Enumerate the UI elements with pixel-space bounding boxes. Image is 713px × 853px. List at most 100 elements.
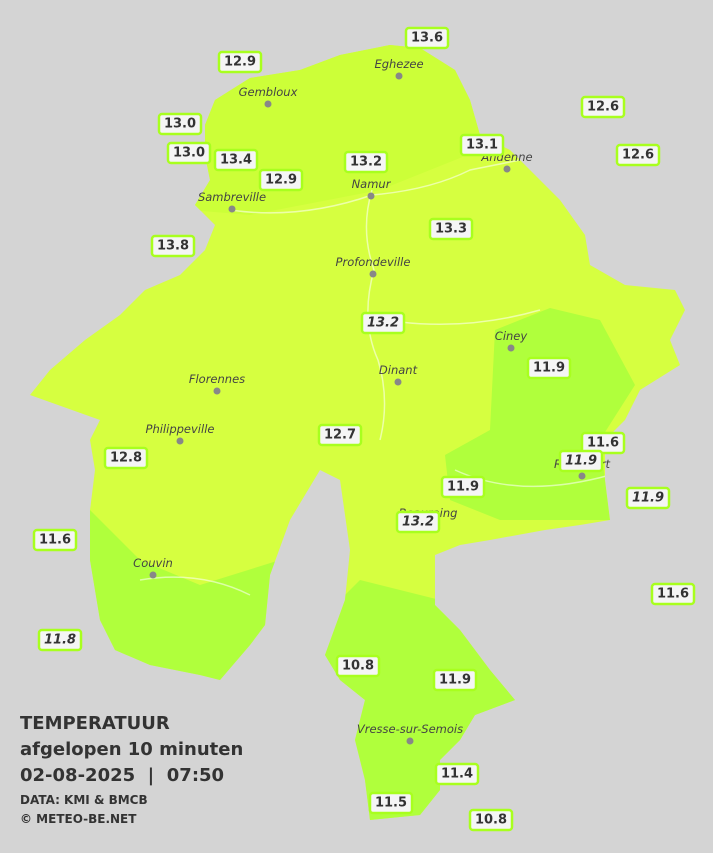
legend-subtitle: afgelopen 10 minuten: [20, 739, 243, 760]
station: 13.8: [150, 234, 196, 258]
station: 11.6: [580, 431, 626, 455]
station-box: [468, 808, 514, 832]
station: 13.2: [360, 311, 406, 335]
city-dot: [406, 737, 414, 745]
legend-source: DATA: KMI & BMCB: [20, 793, 148, 807]
station-value: 13.2: [350, 155, 382, 170]
station-value: 11.9: [632, 491, 664, 506]
station-box: [615, 143, 661, 167]
city-label: Namur: [352, 177, 392, 191]
stations: 13.6 12.9 12.6 13.0 13.1 12.6 13.0 13.4 13.2 12.9…: [32, 26, 696, 832]
station: 11.9: [558, 449, 604, 473]
station: 13.0: [166, 141, 212, 165]
station-value: 11.9: [447, 480, 479, 495]
city-label: Vresse-sur-Semois: [357, 722, 463, 736]
station: 12.6: [580, 95, 626, 119]
station: 13.0: [157, 112, 203, 136]
station-value: 11.6: [39, 533, 71, 548]
station-box: [440, 475, 486, 499]
city-dot: [228, 205, 236, 213]
city-dot: [578, 472, 586, 480]
legend-title: TEMPERATUUR: [20, 713, 170, 734]
city-dot: [395, 72, 403, 80]
station: 12.9: [258, 168, 304, 192]
legend: TEMPERATUUR afgelopen 10 minuten 02-08-2…: [20, 713, 243, 826]
city-dot: [503, 165, 511, 173]
station-value: 13.8: [157, 239, 189, 254]
city-dot: [176, 437, 184, 445]
station: 13.4: [213, 148, 259, 172]
station-box: [526, 356, 572, 380]
station: 12.9: [217, 50, 263, 74]
station-box: [580, 95, 626, 119]
station: 11.6: [32, 528, 78, 552]
station-value: 12.9: [265, 173, 297, 188]
station-value: 13.6: [411, 31, 443, 46]
station: 11.9: [432, 668, 478, 692]
city-label: Ciney: [495, 329, 528, 343]
station: 13.3: [428, 217, 474, 241]
station-value: 11.9: [533, 361, 565, 376]
station-value: 11.9: [439, 673, 471, 688]
station-box: [150, 234, 196, 258]
station: 13.2: [343, 150, 389, 174]
station: 11.4: [434, 762, 480, 786]
city-dot: [369, 270, 377, 278]
station-value: 11.4: [441, 767, 473, 782]
legend-copyright: © METEO-BE.NET: [20, 812, 137, 826]
station-box: [434, 762, 480, 786]
station: 11.6: [650, 582, 696, 606]
station-box: [404, 26, 450, 50]
city-label: Gembloux: [239, 85, 298, 99]
station-value: 12.6: [587, 100, 619, 115]
station: 10.8: [335, 654, 381, 678]
station-value: 12.7: [324, 428, 356, 443]
station: 13.6: [404, 26, 450, 50]
city-label: Florennes: [189, 372, 245, 386]
station-box: [166, 141, 212, 165]
station-box: [395, 510, 441, 534]
station-value: 12.6: [622, 148, 654, 163]
station: 10.8: [468, 808, 514, 832]
station: 12.8: [103, 446, 149, 470]
station-box: [32, 528, 78, 552]
station-box: [213, 148, 259, 172]
station-box: [317, 423, 363, 447]
city-dot: [367, 192, 375, 200]
station: 13.1: [459, 133, 505, 157]
station-value: 10.8: [475, 813, 507, 828]
city-dot: [213, 387, 221, 395]
station-value: 13.2: [367, 316, 399, 331]
station: 11.9: [440, 475, 486, 499]
station-value: 12.9: [224, 55, 256, 70]
station-box: [335, 654, 381, 678]
station-value: 11.8: [44, 633, 76, 648]
station-box: [558, 449, 604, 473]
city-label: Philippeville: [146, 422, 215, 436]
city-dot: [149, 571, 157, 579]
station-box: [368, 791, 414, 815]
station: 12.7: [317, 423, 363, 447]
city-label: Profondeville: [336, 255, 411, 269]
station-box: [343, 150, 389, 174]
station-box: [360, 311, 406, 335]
station-box: [103, 446, 149, 470]
station-box: [459, 133, 505, 157]
city-dot: [507, 344, 515, 352]
station-value: 10.8: [342, 659, 374, 674]
city-label: Dinant: [379, 363, 418, 377]
station-value: 11.6: [657, 587, 689, 602]
station-value: 11.5: [375, 796, 407, 811]
city-label: Couvin: [133, 556, 173, 570]
city-label: Eghezee: [374, 57, 423, 71]
station-box: [258, 168, 304, 192]
legend-datetime: 02-08-2025 | 07:50: [20, 765, 224, 786]
station: 13.2: [395, 510, 441, 534]
station-value: 13.1: [466, 138, 498, 153]
station-box: [428, 217, 474, 241]
city-label: Sambreville: [198, 190, 266, 204]
station-value: 13.0: [164, 117, 196, 132]
city-dot: [394, 378, 402, 386]
station: 11.8: [37, 628, 83, 652]
